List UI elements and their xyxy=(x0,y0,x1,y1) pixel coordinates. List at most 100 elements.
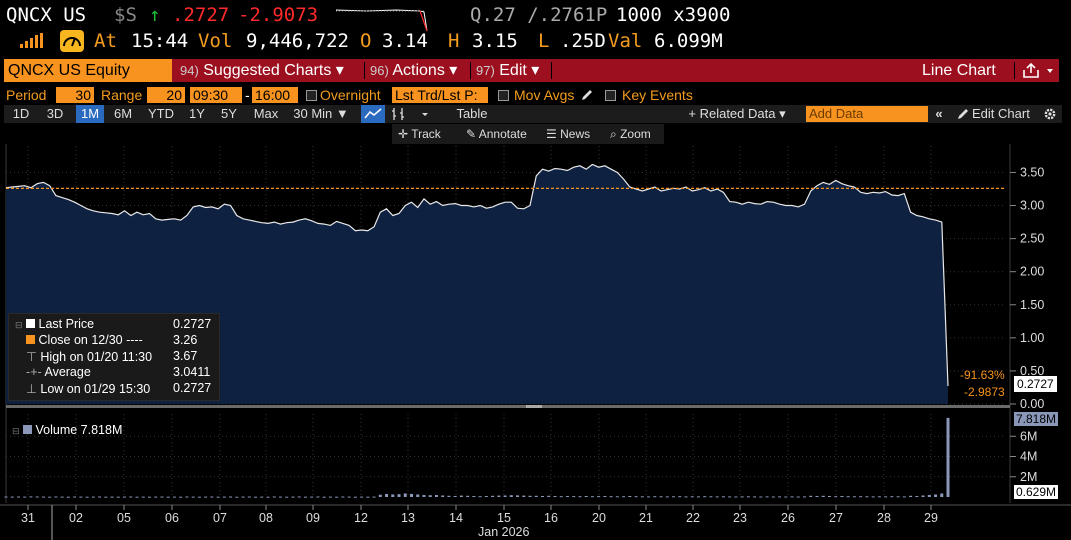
add-data-input[interactable]: Add Data xyxy=(806,106,928,122)
line-chart-icon[interactable] xyxy=(361,105,385,123)
volume-bar xyxy=(222,496,226,498)
price-tick-label: 0.00 xyxy=(1020,397,1044,411)
suggested-charts-menu[interactable]: 94) Suggested Charts ▾ xyxy=(180,62,344,79)
volume-bar xyxy=(840,495,844,497)
x-tick-label: 06 xyxy=(165,511,179,525)
volume-bar xyxy=(104,496,108,498)
price-tick-label: 2.50 xyxy=(1020,232,1044,246)
volume-bar xyxy=(497,495,501,497)
gear-icon[interactable] xyxy=(1042,106,1058,122)
range-ytd[interactable]: YTD xyxy=(148,106,174,121)
traded-value: 6.099M xyxy=(654,30,723,52)
chart-tools-bar xyxy=(392,124,664,144)
volume-bar xyxy=(796,496,800,498)
range-1d[interactable]: 1D xyxy=(12,106,30,121)
pane-divider xyxy=(6,405,1010,408)
volume-bar xyxy=(260,496,264,498)
volume-bar xyxy=(353,496,357,498)
volume-bar xyxy=(291,496,295,498)
legend-high: ⊟ ⊤ High on 01/20 11:30 xyxy=(26,350,153,364)
track-button[interactable]: ✛ Track xyxy=(398,127,441,141)
volume-bar xyxy=(547,495,551,497)
volume-bar xyxy=(865,496,869,498)
actions-menu[interactable]: 96) Actions ▾ xyxy=(370,62,458,79)
pencil-icon[interactable] xyxy=(580,88,594,102)
volume-bar xyxy=(335,496,339,498)
mov-avgs-checkbox[interactable] xyxy=(498,90,509,101)
security-field[interactable]: QNCX US Equity xyxy=(4,59,172,82)
key-events-checkbox[interactable] xyxy=(605,90,616,101)
volume-bar xyxy=(740,496,744,498)
end-time-input[interactable]: 16:00 xyxy=(252,87,298,103)
menu-separator xyxy=(1014,62,1015,79)
range-6m[interactable]: 6M xyxy=(113,106,133,121)
ticker: QNCX US xyxy=(6,4,87,26)
x-tick-label: 26 xyxy=(781,511,795,525)
edit-chart-button[interactable]: Edit Chart xyxy=(972,106,1030,121)
volume-bar xyxy=(254,496,258,498)
menu-separator xyxy=(551,62,552,79)
volume-bar xyxy=(66,496,70,498)
volume-bar xyxy=(403,493,407,497)
volume-bar xyxy=(553,495,557,497)
volume-bar xyxy=(647,496,651,498)
volume-bar xyxy=(684,496,688,498)
interval-select[interactable]: 30 Min ▼ xyxy=(293,106,349,121)
annotate-icon: ✎ xyxy=(466,127,477,141)
bid-ask-size: 1000 x3900 xyxy=(616,4,731,26)
table-button[interactable]: Table xyxy=(456,106,488,121)
volume-bar xyxy=(909,495,913,497)
overnight-label: Overnight xyxy=(320,87,381,103)
volume-bar xyxy=(896,496,900,498)
volume-bar xyxy=(16,496,20,498)
sparkline-icon xyxy=(336,9,428,32)
price-legend: ⊟ Last Price 0.2727 ⊟ Close on 12/30 ---… xyxy=(8,313,220,401)
range-input[interactable]: 20 xyxy=(147,87,185,103)
volume-bar xyxy=(784,496,788,498)
volume-bar xyxy=(10,496,14,498)
range-5y[interactable]: 5Y xyxy=(221,106,237,121)
range-1y[interactable]: 1Y xyxy=(189,106,205,121)
news-button[interactable]: ☰ News xyxy=(546,127,591,141)
volume-bar xyxy=(890,496,894,498)
period-input[interactable]: 30 xyxy=(56,87,94,103)
candle-chart-icon[interactable] xyxy=(388,105,410,123)
price-tick-label: 3.50 xyxy=(1020,165,1044,179)
range-3d[interactable]: 3D xyxy=(46,106,64,121)
volume-bar xyxy=(73,496,77,498)
zoom-button[interactable]: ⌕ Zoom xyxy=(610,127,651,141)
volume-bar xyxy=(166,496,170,498)
price-area-fill xyxy=(6,164,948,404)
share-icon[interactable] xyxy=(1022,62,1056,79)
annotate-button[interactable]: ✎ Annotate xyxy=(466,127,527,141)
volume-bar xyxy=(4,496,8,498)
x-tick-label: 12 xyxy=(354,511,368,525)
currency: $S xyxy=(114,4,137,26)
x-tick-label: 28 xyxy=(877,511,891,525)
collapse-icon[interactable]: « xyxy=(935,106,943,121)
price-tick-label: 1.00 xyxy=(1020,331,1044,345)
volume-bar xyxy=(578,496,582,498)
chevron-down-icon[interactable] xyxy=(418,105,432,123)
volume-bar xyxy=(409,493,413,497)
edit-menu[interactable]: 97) Edit ▾ xyxy=(476,62,540,79)
gauge-icon xyxy=(60,30,84,52)
overnight-checkbox[interactable] xyxy=(306,90,317,101)
related-data-menu[interactable]: + Related Data ▾ xyxy=(688,106,786,121)
range-max[interactable]: Max xyxy=(253,106,279,121)
start-time-input[interactable]: 09:30 xyxy=(190,87,242,103)
volume-bar xyxy=(915,495,919,497)
chart-type-selector[interactable]: Line Chart xyxy=(922,62,996,79)
range-1m[interactable]: 1M xyxy=(76,105,104,123)
volume-bar xyxy=(628,495,632,497)
volume-bar xyxy=(197,496,201,498)
chart-toolbar xyxy=(4,105,1062,123)
volume-bar xyxy=(397,494,401,497)
volume-bar xyxy=(946,417,950,497)
volume-bar xyxy=(927,494,931,497)
volume-bar xyxy=(372,496,376,498)
last-trade-select[interactable]: Lst Trd/Lst P: xyxy=(392,87,488,103)
volume-bar xyxy=(366,496,370,498)
x-axis-date-label: Jan 2026 xyxy=(478,525,530,539)
